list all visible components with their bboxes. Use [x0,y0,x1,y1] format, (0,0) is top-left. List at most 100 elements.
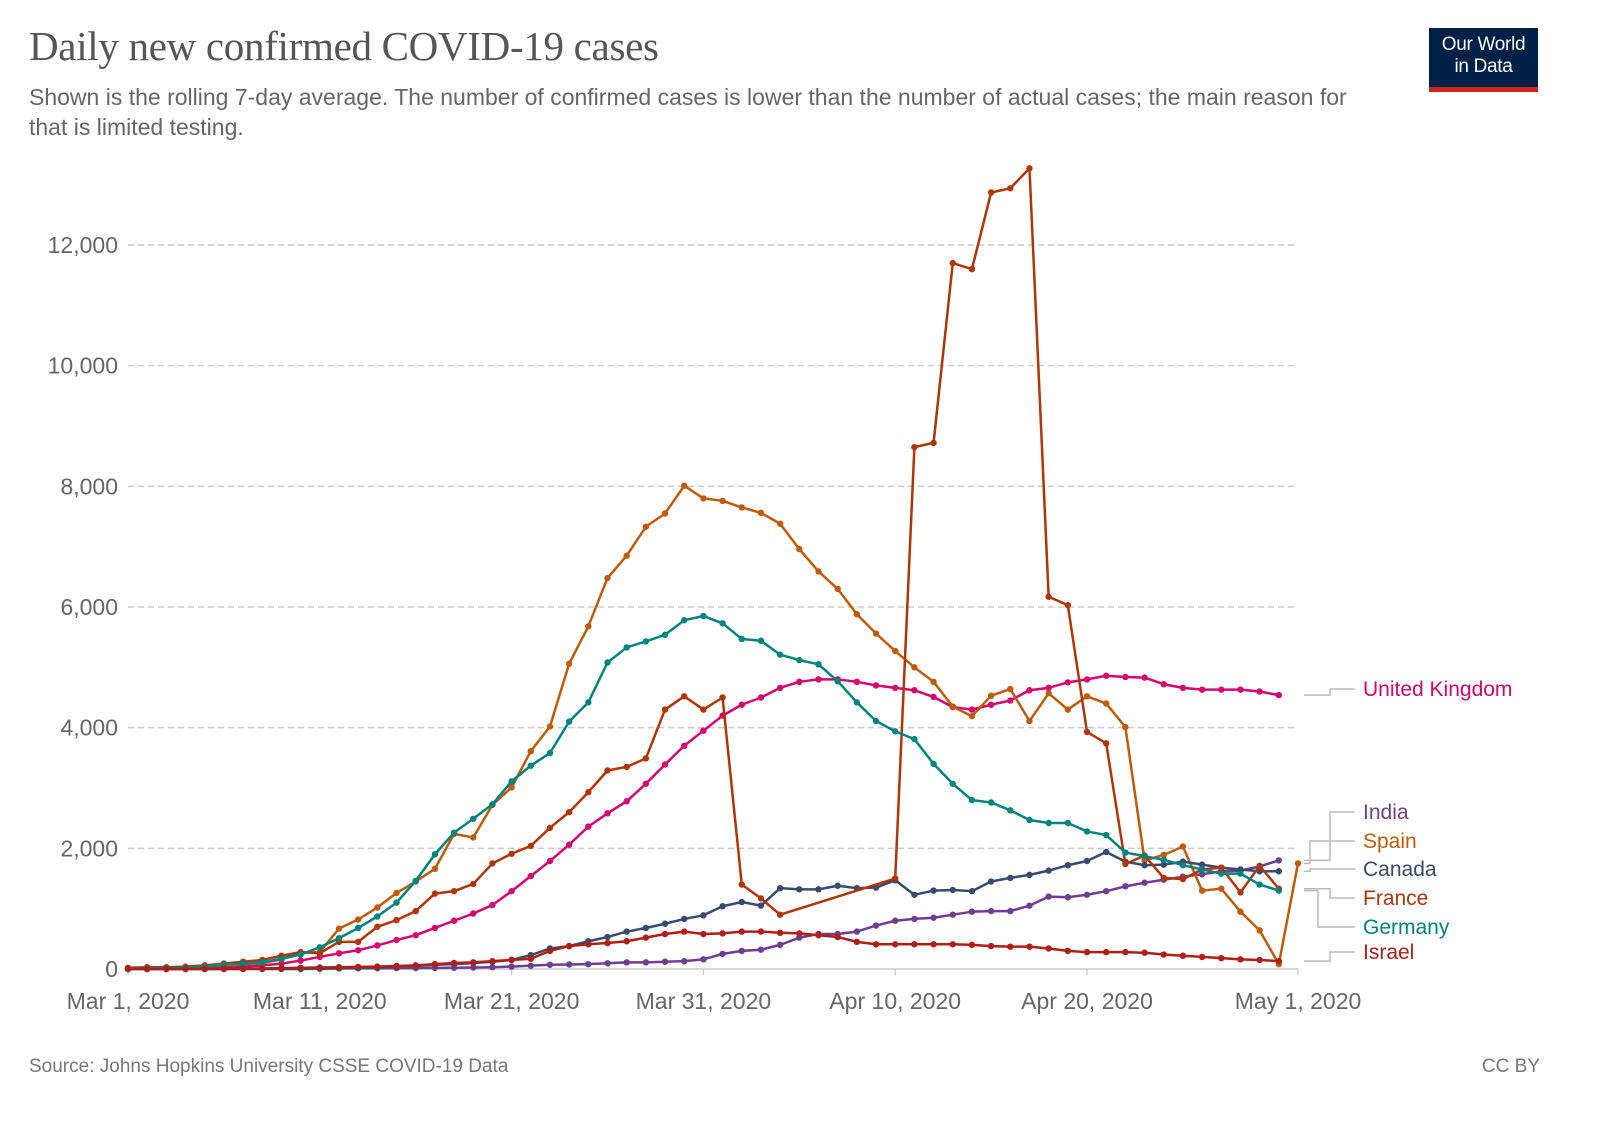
data-point[interactable] [738,504,745,511]
data-point[interactable] [412,962,419,969]
data-point[interactable] [623,552,630,559]
data-point[interactable] [700,930,707,938]
data-point[interactable] [470,834,477,841]
data-point[interactable] [1141,674,1148,681]
data-point[interactable] [738,898,745,906]
data-point[interactable] [546,947,554,955]
data-point[interactable] [815,661,822,668]
data-point[interactable] [1179,862,1187,869]
data-point[interactable] [776,941,784,949]
data-point[interactable] [700,956,707,963]
data-point[interactable] [776,911,784,918]
data-point[interactable] [1026,165,1033,172]
data-point[interactable] [546,961,554,968]
data-point[interactable] [1218,864,1225,871]
data-point[interactable] [489,901,496,909]
data-point[interactable] [815,886,822,893]
data-point[interactable] [987,701,995,708]
data-point[interactable] [949,941,956,948]
data-point[interactable] [1064,679,1072,686]
data-point[interactable] [930,678,937,686]
data-point[interactable] [1007,807,1014,814]
data-point[interactable] [738,881,745,888]
data-point[interactable] [316,950,324,957]
data-point[interactable] [546,723,554,730]
data-point[interactable] [757,928,765,935]
data-point[interactable] [604,933,611,941]
data-point[interactable] [508,956,515,964]
data-point[interactable] [1064,894,1072,901]
data-point[interactable] [1102,672,1110,679]
data-point[interactable] [374,963,381,970]
data-point[interactable] [834,585,841,593]
data-point[interactable] [757,902,765,909]
data-point[interactable] [719,903,726,910]
data-point[interactable] [1237,908,1244,915]
data-point[interactable] [968,796,976,804]
data-point[interactable] [738,701,745,708]
data-point[interactable] [585,823,592,830]
data-point[interactable] [527,962,534,969]
data-point[interactable] [1141,852,1148,860]
license[interactable]: CC BY [1481,1056,1540,1077]
data-point[interactable] [489,957,496,965]
data-point[interactable] [853,938,861,946]
data-point[interactable] [1237,889,1244,896]
data-point[interactable] [911,735,918,743]
data-point[interactable] [412,877,419,885]
data-point[interactable] [623,928,630,935]
data-point[interactable] [642,934,650,941]
data-point[interactable] [508,887,515,895]
data-point[interactable] [853,928,861,935]
data-point[interactable] [987,189,995,196]
data-point[interactable] [892,941,899,948]
data-point[interactable] [949,911,956,918]
data-point[interactable] [163,965,170,973]
series-line[interactable] [127,484,1300,970]
data-point[interactable] [431,851,439,858]
data-point[interactable] [1256,862,1263,870]
data-point[interactable] [834,678,841,685]
data-point[interactable] [1045,593,1052,600]
data-point[interactable] [546,749,554,757]
data-point[interactable] [949,259,956,267]
data-point[interactable] [1045,819,1052,827]
data-point[interactable] [949,886,956,894]
data-point[interactable] [930,941,937,948]
data-point[interactable] [239,965,247,972]
data-point[interactable] [1026,943,1033,950]
data-point[interactable] [489,963,496,971]
data-point[interactable] [1026,902,1033,909]
data-point[interactable] [757,509,765,517]
data-point[interactable] [930,914,937,921]
data-point[interactable] [681,928,688,935]
data-point[interactable] [968,908,976,915]
data-point[interactable] [834,882,841,889]
data-point[interactable] [642,780,650,787]
data-point[interactable] [124,965,132,973]
data-point[interactable] [987,907,995,915]
series-united-kingdom[interactable] [124,672,1283,972]
data-point[interactable] [604,939,611,947]
data-point[interactable] [968,265,976,273]
data-point[interactable] [604,574,611,582]
data-point[interactable] [1141,879,1148,886]
data-point[interactable] [1102,700,1110,707]
data-point[interactable] [143,965,151,973]
data-point[interactable] [1083,891,1091,898]
data-point[interactable] [757,637,765,644]
data-point[interactable] [1026,687,1033,694]
series-label[interactable]: India [1363,801,1409,824]
data-point[interactable] [1256,956,1263,964]
data-point[interactable] [757,895,765,902]
data-point[interactable] [585,941,592,948]
data-point[interactable] [1122,673,1129,681]
data-point[interactable] [1141,862,1148,869]
data-point[interactable] [911,443,918,451]
data-point[interactable] [968,706,976,713]
data-point[interactable] [335,925,343,932]
data-point[interactable] [565,942,573,950]
data-point[interactable] [1141,949,1148,956]
data-point[interactable] [815,568,822,575]
data-point[interactable] [738,947,745,955]
